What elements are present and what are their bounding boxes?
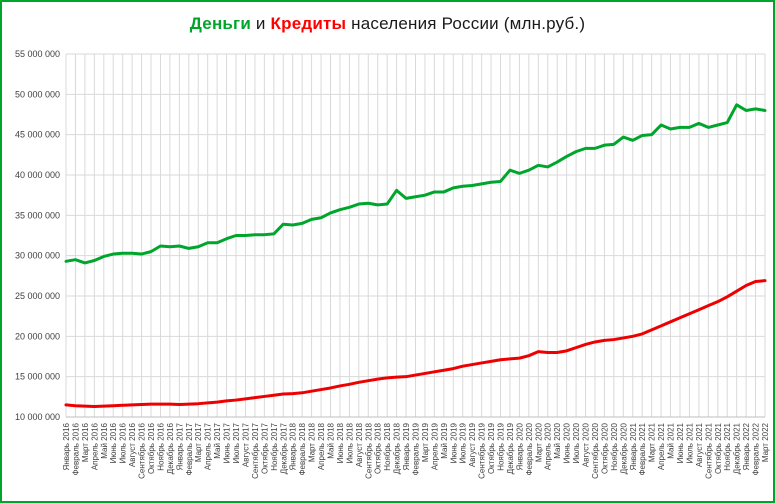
svg-text:35 000 000: 35 000 000 [15, 210, 60, 220]
svg-text:Ноябрь 2020: Ноябрь 2020 [610, 422, 619, 470]
svg-text:Сентябрь 2021: Сентябрь 2021 [704, 422, 713, 478]
svg-text:Сентябрь 2018: Сентябрь 2018 [364, 422, 373, 478]
svg-text:Март 2020: Март 2020 [534, 422, 543, 462]
svg-text:Сентябрь 2020: Сентябрь 2020 [591, 422, 600, 478]
svg-text:Март 2019: Март 2019 [421, 422, 430, 462]
svg-text:30 000 000: 30 000 000 [15, 251, 60, 261]
svg-text:Февраль 2022: Февраль 2022 [752, 422, 761, 475]
svg-text:Июль 2021: Июль 2021 [685, 422, 694, 463]
svg-text:Май 2018: Май 2018 [326, 422, 335, 458]
svg-text:Январь 2017: Январь 2017 [175, 422, 184, 470]
svg-text:Декабрь 2020: Декабрь 2020 [619, 422, 628, 474]
svg-text:Март 2021: Март 2021 [648, 422, 657, 462]
svg-text:Июнь 2017: Июнь 2017 [223, 422, 232, 463]
title-and-word: и [251, 14, 271, 33]
svg-text:Август 2018: Август 2018 [355, 422, 364, 467]
svg-text:Октябрь 2020: Октябрь 2020 [600, 422, 609, 474]
svg-text:Июль 2016: Июль 2016 [119, 422, 128, 463]
svg-text:Июль 2018: Июль 2018 [345, 422, 354, 463]
svg-text:Апрель 2017: Апрель 2017 [204, 422, 213, 470]
svg-text:25 000 000: 25 000 000 [15, 291, 60, 301]
svg-text:10 000 000: 10 000 000 [15, 412, 60, 422]
svg-text:Январь 2021: Январь 2021 [629, 422, 638, 470]
svg-text:Декабрь 2021: Декабрь 2021 [733, 422, 742, 474]
svg-text:Октябрь 2017: Октябрь 2017 [260, 422, 269, 474]
svg-text:Январь 2022: Январь 2022 [742, 422, 751, 470]
svg-text:Февраль 2019: Февраль 2019 [412, 422, 421, 475]
svg-text:Июнь 2021: Июнь 2021 [676, 422, 685, 463]
svg-text:Июнь 2016: Июнь 2016 [109, 422, 118, 463]
svg-text:Февраль 2021: Февраль 2021 [638, 422, 647, 475]
svg-text:Ноябрь 2019: Ноябрь 2019 [497, 422, 506, 470]
svg-text:Декабрь 2018: Декабрь 2018 [393, 422, 402, 474]
svg-text:Май 2019: Май 2019 [440, 422, 449, 458]
svg-text:Февраль 2017: Февраль 2017 [185, 422, 194, 475]
svg-text:Ноябрь 2021: Ноябрь 2021 [723, 422, 732, 470]
svg-text:Декабрь 2019: Декабрь 2019 [506, 422, 515, 474]
svg-text:Апрель 2020: Апрель 2020 [544, 422, 553, 470]
svg-text:Ноябрь 2018: Ноябрь 2018 [383, 422, 392, 470]
svg-text:Май 2017: Май 2017 [213, 422, 222, 458]
svg-text:Декабрь 2017: Декабрь 2017 [279, 422, 288, 474]
svg-text:Ноябрь 2016: Ноябрь 2016 [156, 422, 165, 470]
svg-text:Сентябрь 2019: Сентябрь 2019 [478, 422, 487, 478]
svg-text:Сентябрь 2017: Сентябрь 2017 [251, 422, 260, 478]
svg-text:Декабрь 2016: Декабрь 2016 [166, 422, 175, 474]
svg-text:Январь 2019: Январь 2019 [402, 422, 411, 470]
svg-text:Январь 2020: Январь 2020 [515, 422, 524, 470]
chart-svg: Январь 2016 Февраль 2016 Март 2016 Апрель 2… [15, 49, 770, 479]
svg-text:Октябрь 2018: Октябрь 2018 [374, 422, 383, 474]
svg-text:Май 2016: Май 2016 [100, 422, 109, 458]
svg-text:Январь 2016: Январь 2016 [62, 422, 71, 470]
svg-text:Август 2019: Август 2019 [468, 422, 477, 467]
svg-text:Сентябрь 2016: Сентябрь 2016 [138, 422, 147, 478]
svg-text:55 000 000: 55 000 000 [15, 49, 60, 59]
svg-text:Август 2021: Август 2021 [695, 422, 704, 467]
svg-text:Июнь 2018: Июнь 2018 [336, 422, 345, 463]
svg-text:Март 2017: Март 2017 [194, 422, 203, 462]
svg-text:Октябрь 2016: Октябрь 2016 [147, 422, 156, 474]
svg-text:15 000 000: 15 000 000 [15, 372, 60, 382]
svg-text:Апрель 2016: Апрель 2016 [90, 422, 99, 470]
svg-text:Май 2020: Май 2020 [553, 422, 562, 458]
svg-text:Апрель 2021: Апрель 2021 [657, 422, 666, 470]
svg-text:Март 2022: Март 2022 [761, 422, 770, 462]
svg-text:Май 2021: Май 2021 [667, 422, 676, 458]
svg-text:Август 2020: Август 2020 [582, 422, 591, 467]
svg-text:Август 2016: Август 2016 [128, 422, 137, 467]
svg-text:Октябрь 2021: Октябрь 2021 [714, 422, 723, 474]
svg-text:Апрель 2018: Апрель 2018 [317, 422, 326, 470]
svg-text:Июнь 2019: Июнь 2019 [449, 422, 458, 463]
svg-text:Июль 2019: Июль 2019 [459, 422, 468, 463]
svg-text:Март 2016: Март 2016 [81, 422, 90, 462]
svg-text:Июль 2020: Июль 2020 [572, 422, 581, 463]
svg-text:Февраль 2018: Февраль 2018 [298, 422, 307, 475]
svg-text:Январь 2018: Январь 2018 [289, 422, 298, 470]
svg-text:Февраль 2016: Февраль 2016 [71, 422, 80, 475]
svg-text:Ноябрь 2017: Ноябрь 2017 [270, 422, 279, 470]
chart-title: Деньги и Кредиты населения России (млн.р… [2, 2, 773, 46]
svg-text:40 000 000: 40 000 000 [15, 170, 60, 180]
svg-text:Февраль 2020: Февраль 2020 [525, 422, 534, 475]
svg-text:45 000 000: 45 000 000 [15, 130, 60, 140]
title-credit-word: Кредиты [270, 14, 347, 33]
svg-text:Март 2018: Март 2018 [308, 422, 317, 462]
svg-text:Июнь 2020: Июнь 2020 [563, 422, 572, 463]
svg-text:Июль 2017: Июль 2017 [232, 422, 241, 463]
svg-text:50 000 000: 50 000 000 [15, 89, 60, 99]
svg-text:20 000 000: 20 000 000 [15, 331, 60, 341]
svg-text:Август 2017: Август 2017 [241, 422, 250, 467]
svg-text:Апрель 2019: Апрель 2019 [430, 422, 439, 470]
title-rest-text: населения России (млн.руб.) [346, 14, 586, 33]
title-money-word: Деньги [189, 14, 251, 33]
svg-text:Октябрь 2019: Октябрь 2019 [487, 422, 496, 474]
